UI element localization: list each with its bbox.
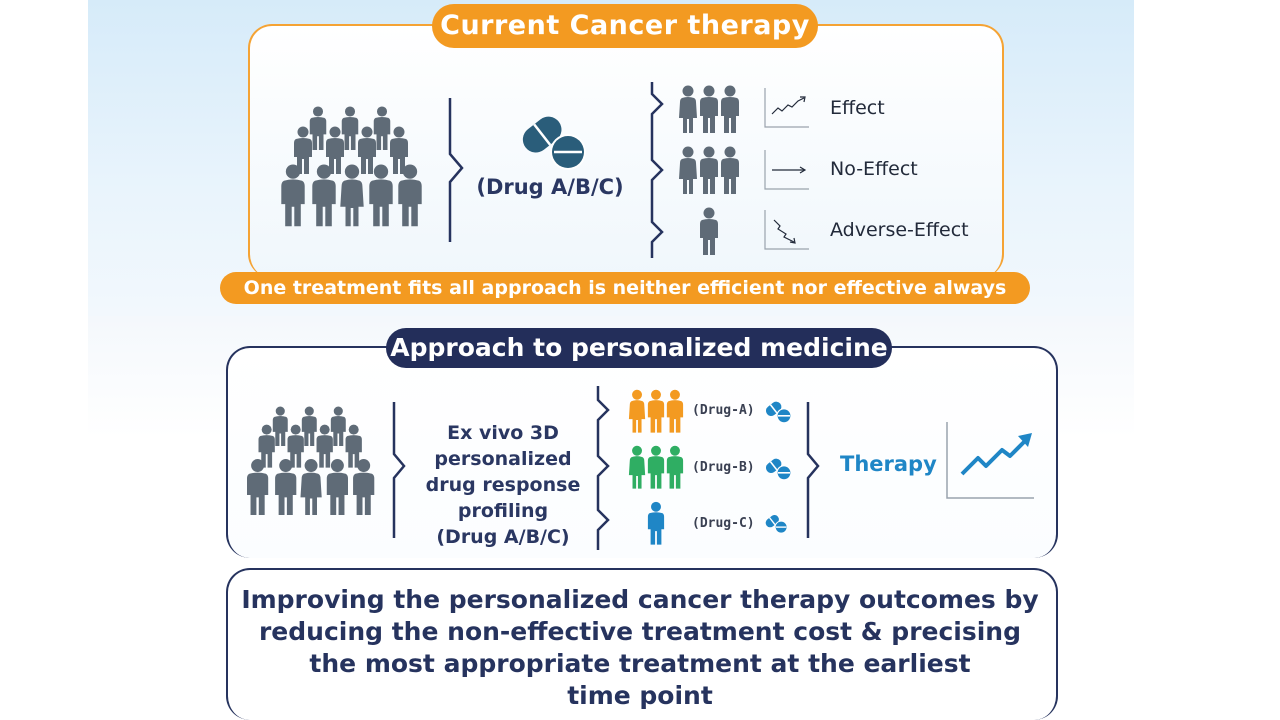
drug-b-pill-icon (765, 458, 792, 481)
drug-c-label: (Drug-C) (692, 516, 755, 531)
drug-a-label: (Drug-A) (692, 403, 755, 418)
adverse-trend-icon (764, 210, 809, 250)
outcome-bracket-icon (650, 82, 664, 258)
patient-crowd-icon (281, 106, 422, 227)
one-size-banner: One treatment fits all approach is neith… (220, 272, 1030, 304)
adverse-group-icon (700, 207, 718, 255)
personalized-title: Approach to personalized medicine (386, 328, 892, 368)
conclusion-text: Improving the personalized cancer therap… (241, 585, 1039, 710)
profiling-label: Ex vivo 3D personalized drug response pr… (425, 422, 581, 548)
drug-pill-icon (522, 116, 586, 170)
patient-crowd-icon-2 (246, 406, 375, 516)
outcome-adverse-effect: Adverse-Effect (830, 219, 969, 241)
no-effect-trend-icon (764, 150, 809, 190)
therapy-trend-up-icon (946, 422, 1034, 499)
conclusion-box (226, 568, 1058, 720)
therapy-label: Therapy (840, 452, 937, 476)
drug-b-label: (Drug-B) (692, 460, 755, 475)
divider-chevron-icon-2 (392, 402, 406, 538)
current-therapy-title: Current Cancer therapy (432, 4, 818, 48)
outcome-no-effect: No-Effect (830, 158, 918, 180)
divider-chevron-icon (448, 98, 464, 242)
drug-c-responders-icon (647, 501, 665, 545)
drug-a-pill-icon (765, 401, 792, 424)
drug-bracket-icon (596, 386, 610, 550)
outcome-effect: Effect (830, 97, 885, 119)
personalized-box (226, 346, 1058, 558)
drug-c-pill-icon (765, 515, 788, 534)
effect-group-icon (679, 85, 739, 133)
drug-a-responders-icon (628, 389, 684, 433)
no-effect-group-icon (679, 146, 739, 194)
drug-label: (Drug A/B/C) (476, 175, 624, 199)
effect-trend-icon (764, 88, 809, 128)
therapy-chevron-icon (806, 402, 820, 538)
drug-b-responders-icon (628, 445, 684, 489)
